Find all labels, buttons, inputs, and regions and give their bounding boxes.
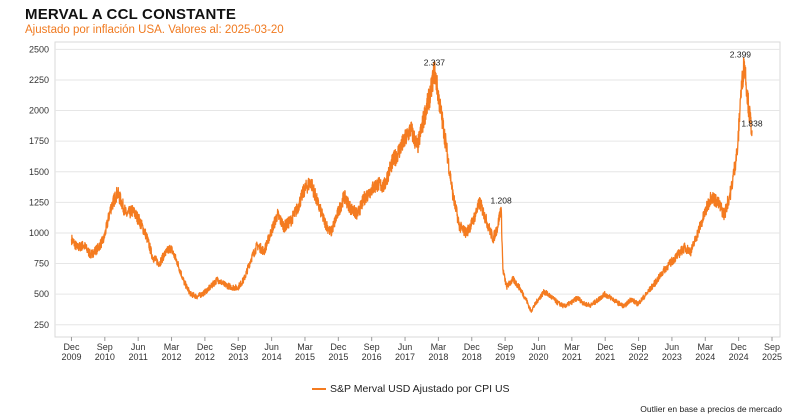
x-tick-label: Sep	[364, 342, 380, 352]
legend-swatch	[312, 388, 326, 390]
y-tick-label: 750	[34, 259, 49, 269]
x-tick-label: Sep	[631, 342, 647, 352]
x-tick-label: 2017	[395, 352, 415, 362]
x-tick-label: Dec	[464, 342, 481, 352]
x-tick-label: 2024	[695, 352, 715, 362]
x-tick-label: 2009	[61, 352, 81, 362]
plot-frame	[54, 41, 781, 338]
series-line	[70, 57, 753, 313]
x-tick-label: Mar	[564, 342, 580, 352]
chart-title: MERVAL A CCL CONSTANTE	[25, 6, 237, 23]
x-tick-label: Jun	[531, 342, 546, 352]
x-tick-label: Dec	[597, 342, 614, 352]
x-tick-label: 2024	[729, 352, 749, 362]
data-label: 2.337	[424, 57, 446, 67]
x-tick-label: Sep	[97, 342, 113, 352]
x-tick-label: Sep	[497, 342, 513, 352]
series-group	[70, 57, 753, 313]
x-tick-label: 2015	[295, 352, 315, 362]
x-tick-label: Mar	[297, 342, 313, 352]
x-tick-label: 2011	[128, 352, 147, 362]
x-tick-label: 2018	[428, 352, 448, 362]
legend[interactable]: S&P Merval USD Ajustado por CPI US	[312, 383, 510, 395]
x-tick-label: 2021	[595, 352, 615, 362]
y-axis: 250 500 750 1000 1250 1500 1750 2000 2250 2500	[29, 44, 49, 329]
x-tick-label: 2019	[495, 352, 515, 362]
x-tick-label: 2022	[629, 352, 649, 362]
x-tick-label: Dec	[731, 342, 748, 352]
x-tick-label: Mar	[698, 342, 714, 352]
grid	[54, 41, 781, 338]
y-tick-label: 2250	[29, 75, 49, 85]
x-tick-label: Jun	[665, 342, 680, 352]
x-tick-label: Dec	[330, 342, 347, 352]
x-tick-label: Mar	[431, 342, 447, 352]
legend-label: S&P Merval USD Ajustado por CPI US	[330, 383, 510, 395]
y-tick-label: 1000	[29, 228, 49, 238]
x-tick-label: Sep	[764, 342, 780, 352]
y-tick-label: 1250	[29, 197, 49, 207]
x-tick-label: 2018	[462, 352, 482, 362]
annotations: 2.337 1.208 2.399 1.838	[424, 50, 763, 206]
data-label: 2.399	[730, 50, 752, 60]
x-tick-label: 2023	[662, 352, 682, 362]
x-tick-label: Mar	[164, 342, 180, 352]
x-tick-label: 2012	[195, 352, 215, 362]
x-tick-label: 2012	[162, 352, 182, 362]
x-tick-label: Jun	[398, 342, 413, 352]
x-tick-label: Sep	[230, 342, 246, 352]
y-tick-label: 250	[34, 320, 49, 330]
x-tick-label: Jun	[264, 342, 279, 352]
data-label: 1.208	[490, 195, 512, 205]
x-tick-label: 2010	[95, 352, 115, 362]
x-tick-label: 2025	[762, 352, 782, 362]
x-tick-label: 2015	[328, 352, 348, 362]
y-tick-label: 500	[34, 289, 49, 299]
footnote: Outlier en base a precios de mercado	[640, 404, 782, 414]
x-tick-label: 2016	[362, 352, 382, 362]
y-tick-label: 2000	[29, 106, 49, 116]
y-tick-label: 1750	[29, 136, 49, 146]
chart-subtitle: Ajustado por inflación USA. Valores al: …	[25, 24, 284, 36]
x-tick-label: Jun	[131, 342, 146, 352]
data-label: 1.838	[741, 118, 763, 128]
x-tick-label: 2013	[228, 352, 248, 362]
x-tick-label: 2014	[262, 352, 282, 362]
x-tick-label: 2020	[528, 352, 548, 362]
x-tick-label: 2021	[562, 352, 582, 362]
y-tick-label: 2500	[29, 44, 49, 54]
x-axis: Dec2009Sep2010Jun2011Mar2012Dec2012Sep20…	[61, 337, 782, 362]
x-tick-label: Dec	[63, 342, 80, 352]
x-tick-label: Dec	[197, 342, 214, 352]
y-tick-label: 1500	[29, 167, 49, 177]
